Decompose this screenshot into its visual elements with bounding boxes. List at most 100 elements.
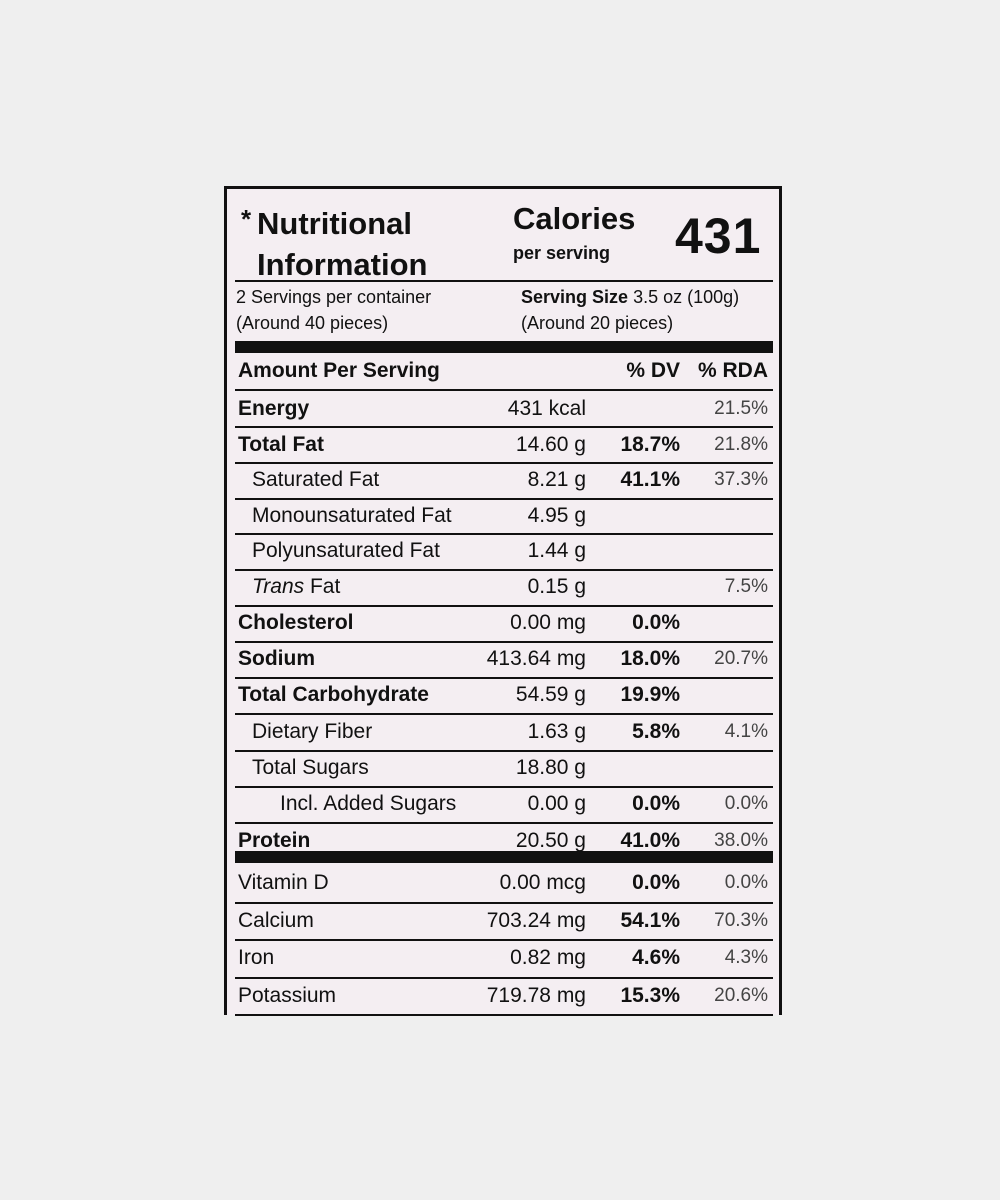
nutrient-name: Iron (238, 946, 274, 970)
amount: 20.50 g (515, 829, 586, 852)
daily-value: 0.0% (632, 611, 680, 634)
nutrient-name-text: Sodium (238, 647, 315, 670)
nutrient-name-italic: Trans (252, 575, 305, 598)
serving-size: Serving Size 3.5 oz (100g) (521, 287, 739, 308)
rda-value: 0.0% (724, 793, 768, 814)
thick-rule (235, 341, 773, 353)
amount: 0.15 g (527, 575, 586, 598)
title: Nutritional Information (257, 206, 428, 282)
nutrient-name-text: Iron (238, 946, 275, 969)
rda-value: 21.5% (714, 398, 768, 419)
row-separator (235, 498, 773, 500)
nutrient-name-text: Potassium (238, 984, 337, 1007)
amount: 4.95 g (527, 504, 586, 527)
daily-value: 19.9% (620, 683, 680, 706)
nutrient-name: Cholesterol (238, 611, 354, 635)
calories-sub: per serving (513, 243, 611, 263)
nutrient-name-text: Saturated Fat (252, 468, 380, 491)
rda-value: 0.0% (724, 872, 768, 893)
amount: 0.00 mg (510, 611, 586, 634)
row-separator (235, 462, 773, 464)
rda-value: 20.7% (714, 648, 768, 669)
nutrient-name: Trans Fat (252, 575, 340, 599)
servings-note: (Around 40 pieces) (236, 313, 389, 333)
nutrient-name: Saturated Fat (252, 468, 379, 492)
amount: 0.00 g (527, 792, 586, 815)
row-separator (235, 389, 773, 391)
row-separator (235, 902, 773, 904)
amount: 1.44 g (527, 539, 586, 562)
row-separator (235, 641, 773, 643)
title-block: * Nutritional Information (237, 203, 487, 285)
rule (235, 280, 773, 282)
amount: 1.63 g (527, 720, 586, 743)
nutrient-name-text: Incl. Added Sugars (280, 792, 457, 815)
amount: 719.78 mg (486, 984, 586, 1007)
nutrient-name: Protein (238, 829, 310, 853)
daily-value: 0.0% (632, 871, 680, 894)
amount: 0.82 mg (510, 946, 586, 969)
row-separator (235, 939, 773, 941)
amount: 18.80 g (515, 756, 586, 779)
nutrient-name-text: Total Fat (238, 433, 324, 456)
amount: 14.60 g (515, 433, 586, 456)
rda-value: 38.0% (714, 830, 768, 851)
nutrient-name-text: Calcium (238, 909, 314, 932)
row-separator (235, 569, 773, 571)
rda-value: 7.5% (724, 576, 768, 597)
amount: 703.24 mg (486, 909, 586, 932)
nutrient-name: Energy (238, 397, 309, 421)
nutrient-name-text: Cholesterol (238, 611, 354, 634)
daily-value: 41.0% (620, 829, 680, 852)
row-separator (235, 713, 773, 715)
nutrient-name-text: Protein (238, 829, 311, 852)
nutrient-name-text: Total Sugars (252, 756, 369, 779)
nutrient-name-text: Energy (238, 397, 310, 420)
serving-size-note: (Around 20 pieces) (521, 313, 674, 333)
nutrient-name-text: Monounsaturated Fat (252, 504, 452, 527)
amount: 0.00 mcg (499, 871, 586, 894)
nutrient-name: Total Sugars (252, 756, 369, 780)
row-separator (235, 426, 773, 428)
nutrient-name-text: Fat (309, 575, 341, 598)
daily-value: 18.0% (620, 647, 680, 670)
rda-value: 70.3% (714, 910, 768, 931)
rda-value: 4.1% (724, 721, 768, 742)
nutrient-name: Incl. Added Sugars (280, 792, 456, 816)
daily-value: 18.7% (620, 433, 680, 456)
amount: 8.21 g (527, 468, 586, 491)
column-header: % DV (626, 359, 680, 382)
thick-rule (235, 851, 773, 863)
row-separator (235, 822, 773, 824)
nutrient-name: Sodium (238, 647, 315, 671)
calories-value: 431 (675, 208, 762, 264)
daily-value: 15.3% (620, 984, 680, 1007)
nutrient-name: Vitamin D (238, 871, 329, 895)
nutrient-name: Potassium (238, 984, 336, 1008)
nutrient-name: Dietary Fiber (252, 720, 372, 744)
row-separator (235, 605, 773, 607)
rda-value: 37.3% (714, 469, 768, 490)
servings-per-container: 2 Servings per container (236, 287, 432, 307)
nutrient-name: Polyunsaturated Fat (252, 539, 440, 563)
nutrient-name: Total Fat (238, 433, 324, 457)
nutrient-name: Calcium (238, 909, 314, 933)
column-header: Amount Per Serving (238, 359, 440, 382)
nutrient-name: Total Carbohydrate (238, 683, 429, 707)
row-separator (235, 786, 773, 788)
row-separator (235, 1014, 773, 1016)
row-separator (235, 677, 773, 679)
nutrient-name-text: Vitamin D (238, 871, 329, 894)
daily-value: 0.0% (632, 792, 680, 815)
amount: 431 kcal (507, 397, 586, 420)
column-header: % RDA (697, 359, 768, 382)
row-separator (235, 533, 773, 535)
daily-value: 4.6% (632, 946, 680, 969)
nutrition-label: * Nutritional Information Calories per se… (224, 186, 782, 1016)
serving-size-label: Serving Size (521, 287, 629, 307)
title-mark: * (241, 204, 252, 234)
nutrient-name: Monounsaturated Fat (252, 504, 452, 528)
nutrient-name-text: Polyunsaturated Fat (252, 539, 440, 562)
row-separator (235, 977, 773, 979)
